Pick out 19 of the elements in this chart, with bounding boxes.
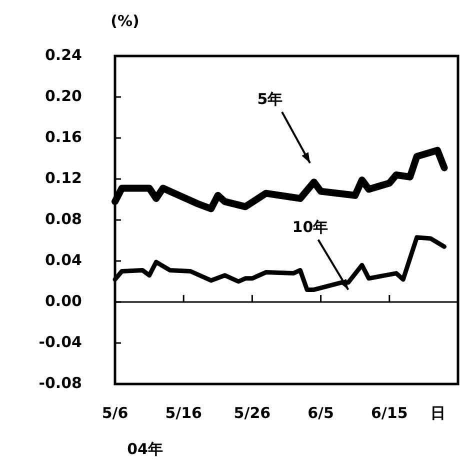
x-tick-label: 5/26 (234, 404, 271, 422)
x-axis-title: 日 (430, 404, 446, 422)
x-tick-label: 6/5 (308, 404, 334, 422)
y-tick-label: 0.16 (44, 128, 82, 146)
y-tick-label: 0.04 (44, 251, 82, 270)
y-tick-label: 0.00 (44, 292, 82, 310)
y-tick-label: 0.24 (44, 46, 82, 64)
y-tick-label: -0.04 (38, 333, 82, 352)
y-tick-label: -0.08 (38, 374, 82, 392)
annotation: 5年 (257, 90, 283, 108)
y-tick-label: 0.12 (44, 169, 82, 188)
y-tick-label: 0.08 (44, 210, 82, 228)
annotation: 10年 (292, 218, 328, 236)
x-tick-label: 5/16 (165, 404, 202, 422)
x-tick-label: 6/15 (371, 404, 408, 422)
y-axis-title: (%) (110, 12, 140, 30)
y-tick-label: 0.20 (44, 87, 82, 106)
text: 04年 (127, 440, 163, 458)
x-tick-label: 5/6 (102, 404, 128, 422)
